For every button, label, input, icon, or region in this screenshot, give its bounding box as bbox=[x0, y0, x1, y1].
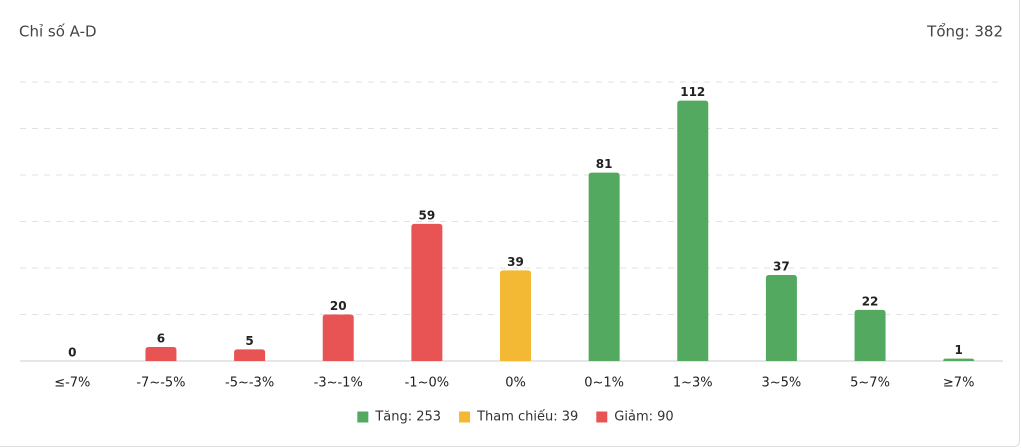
bar bbox=[500, 270, 531, 361]
x-tick-label: ≤-7% bbox=[54, 376, 90, 391]
legend-swatch bbox=[357, 411, 369, 423]
value-label: 1 bbox=[955, 343, 963, 357]
legend-label: Tham chiếu: 39 bbox=[476, 410, 578, 425]
legend-label: Tăng: 253 bbox=[374, 410, 441, 425]
value-label: 6 bbox=[157, 332, 165, 346]
x-tick-label: -3~-1% bbox=[314, 376, 363, 391]
legend-label: Giảm: 90 bbox=[614, 410, 673, 425]
value-label: 112 bbox=[680, 85, 705, 99]
bar bbox=[411, 223, 443, 361]
value-label: 81 bbox=[596, 157, 613, 171]
x-tick-label: 5~7% bbox=[850, 376, 890, 391]
x-tick-label: ≥7% bbox=[943, 376, 975, 391]
value-label: 5 bbox=[245, 334, 253, 348]
value-label: 20 bbox=[330, 299, 347, 313]
value-label: 0 bbox=[68, 346, 76, 360]
value-label: 22 bbox=[862, 294, 879, 308]
bar bbox=[234, 349, 266, 361]
legend-swatch bbox=[596, 411, 608, 423]
bar bbox=[588, 172, 620, 361]
x-tick-label: -7~-5% bbox=[136, 376, 185, 391]
value-label: 59 bbox=[419, 208, 436, 222]
chart-title: Chỉ số A-D bbox=[19, 23, 97, 41]
x-tick-label: -5~-3% bbox=[225, 376, 274, 391]
bar bbox=[677, 100, 709, 361]
bar bbox=[854, 309, 886, 361]
x-tick-label: 0% bbox=[505, 376, 526, 391]
x-tick-label: 1~3% bbox=[673, 376, 713, 391]
legend-swatch bbox=[459, 411, 471, 423]
x-tick-label: 3~5% bbox=[762, 376, 802, 391]
total-label: Tổng: 382 bbox=[926, 23, 1003, 41]
x-tick-label: -1~0% bbox=[405, 376, 449, 391]
x-tick-label: 0~1% bbox=[584, 376, 624, 391]
bar bbox=[322, 314, 354, 361]
bar bbox=[943, 358, 975, 361]
bar bbox=[145, 347, 177, 361]
value-label: 39 bbox=[507, 255, 524, 269]
bar bbox=[765, 274, 797, 361]
value-label: 37 bbox=[773, 259, 790, 273]
